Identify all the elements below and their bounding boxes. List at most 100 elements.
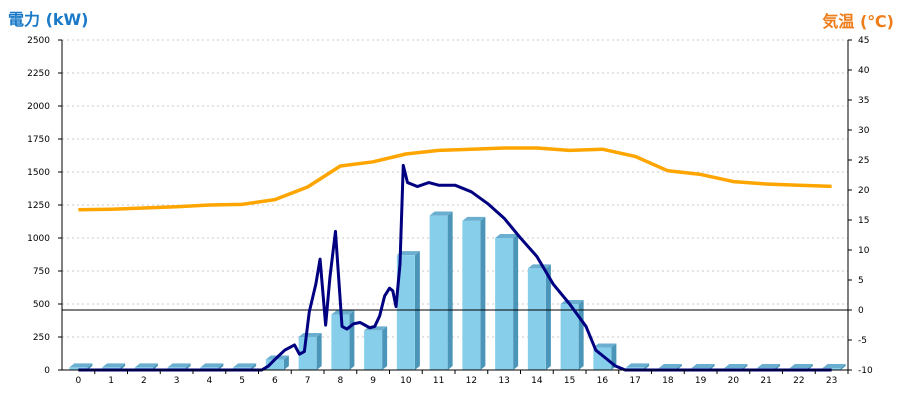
right-tick-label: -10 [858, 366, 873, 376]
x-tick-label: 10 [400, 376, 412, 386]
left-tick-label: 1000 [27, 234, 50, 244]
bar-side [349, 310, 355, 370]
bar-side [447, 211, 453, 370]
x-tick-label: 3 [174, 376, 180, 386]
bar [429, 215, 448, 370]
bar-side [316, 333, 322, 370]
x-tick-label: 15 [564, 376, 575, 386]
bar-top [822, 364, 846, 369]
x-tick-label: 14 [531, 376, 543, 386]
bar-side [382, 326, 388, 370]
left-tick-label: 2000 [27, 102, 50, 112]
left-axis-title: 電力 (kW) [8, 10, 89, 29]
right-tick-label: 35 [858, 96, 869, 106]
x-tick-label: 13 [498, 376, 509, 386]
bar [462, 220, 481, 370]
x-tick-label: 21 [760, 376, 771, 386]
bar-top [626, 363, 650, 368]
bar-top [167, 363, 191, 368]
bar-side [644, 363, 650, 370]
bar-side [545, 264, 551, 370]
x-tick-label: 7 [305, 376, 311, 386]
x-tick-label: 22 [793, 376, 804, 386]
bar-side [513, 234, 519, 370]
x-tick-label: 2 [141, 376, 147, 386]
bar [495, 238, 514, 370]
x-tick-label: 17 [629, 376, 640, 386]
temperature-line [78, 146, 832, 212]
x-tick-label: 20 [728, 376, 740, 386]
bar [298, 337, 317, 370]
x-tick-label: 9 [370, 376, 376, 386]
x-tick-label: 5 [239, 376, 245, 386]
left-tick-label: 250 [33, 333, 50, 343]
bar-side [414, 251, 420, 370]
bar [265, 359, 284, 370]
bar-top [462, 216, 486, 221]
bar-side [251, 363, 257, 370]
bar-side [218, 363, 224, 370]
power-line [78, 163, 832, 372]
bar-top [724, 364, 748, 369]
bar-side [152, 363, 158, 370]
bar-side [480, 216, 486, 370]
x-tick-label: 19 [695, 376, 707, 386]
x-tick-label: 18 [662, 376, 674, 386]
x-tick-label: 16 [597, 376, 609, 386]
left-tick-label: 0 [44, 366, 50, 376]
right-tick-label: 5 [858, 276, 864, 286]
bar-top [69, 363, 93, 368]
right-tick-label: 45 [858, 36, 869, 46]
x-tick-label: 4 [207, 376, 213, 386]
left-tick-label: 1750 [27, 135, 50, 145]
right-tick-label: 25 [858, 156, 869, 166]
left-tick-label: 2500 [27, 36, 50, 46]
bar-top [495, 234, 519, 238]
bar-top [102, 363, 126, 368]
bar-top [233, 363, 257, 368]
bar-top [527, 264, 551, 269]
bar-side [120, 363, 126, 370]
bar [364, 330, 383, 370]
bar [560, 304, 579, 370]
x-tick-label: 0 [76, 376, 82, 386]
x-tick-label: 23 [826, 376, 837, 386]
left-tick-label: 1500 [27, 168, 50, 178]
x-tick-label: 8 [338, 376, 344, 386]
right-tick-label: 40 [858, 66, 870, 76]
bar [396, 255, 415, 370]
bar [527, 268, 546, 370]
bar-top [658, 364, 682, 369]
bar-side [185, 363, 191, 370]
right-tick-label: 0 [858, 306, 864, 316]
left-tick-label: 1250 [27, 201, 50, 211]
bar-top [298, 333, 322, 337]
bar-side [840, 364, 846, 370]
left-tick-label: 2250 [27, 69, 50, 79]
x-tick-label: 1 [108, 376, 114, 386]
right-tick-label: 15 [858, 216, 869, 226]
right-tick-label: 10 [858, 246, 870, 256]
right-axis-title: 気温 (℃) [822, 12, 894, 31]
x-tick-label: 12 [466, 376, 477, 386]
x-tick-label: 6 [272, 376, 278, 386]
bar-top [134, 363, 158, 368]
bar-top [331, 310, 355, 315]
bar-top [691, 364, 715, 369]
right-tick-label: -5 [858, 336, 867, 346]
bar-top [396, 251, 420, 256]
bar-side [283, 355, 289, 370]
right-tick-label: 30 [858, 126, 870, 136]
bar-top [757, 364, 781, 369]
bar-top [200, 363, 224, 368]
left-tick-label: 750 [33, 267, 50, 277]
bar-top [429, 211, 453, 216]
x-tick-label: 11 [433, 376, 444, 386]
right-tick-label: 20 [858, 186, 870, 196]
bar-top [593, 343, 617, 348]
left-tick-label: 500 [33, 300, 50, 310]
bar-top [789, 364, 813, 369]
bar-side [87, 363, 93, 370]
